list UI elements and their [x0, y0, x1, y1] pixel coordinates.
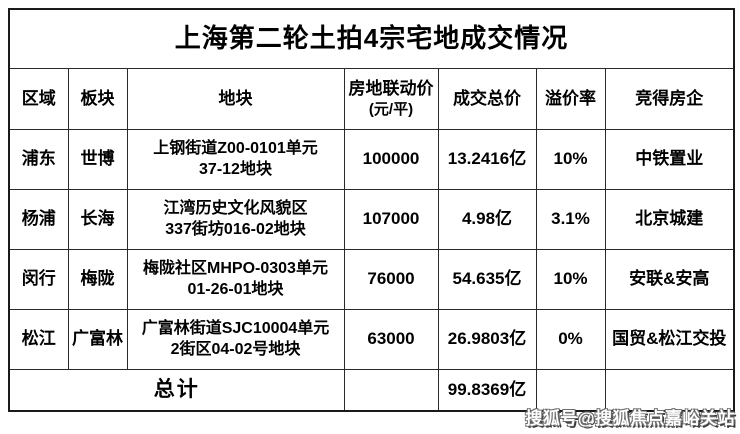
plot-line1: 江湾历史文化风貌区: [163, 199, 308, 217]
total-label: 总计: [8, 369, 345, 412]
cell-region: 松江: [8, 309, 69, 370]
cell-sector: 梅陇: [67, 249, 128, 310]
cell-premium-rate: 10%: [535, 129, 606, 190]
plot-line1: 广富林街道SJC10004单元: [141, 319, 330, 337]
cell-developer: 中铁置业: [604, 129, 735, 190]
table-row-total: 总计 99.8369亿: [8, 369, 735, 412]
cell-linkage-price: 107000: [343, 189, 439, 250]
header-total-price: 成交总价: [437, 68, 537, 130]
table-row-yangpu: 杨浦 长海 江湾历史文化风貌区 337街坊016-02地块 107000 4.9…: [8, 189, 735, 250]
cell-total-price: 54.635亿: [437, 249, 537, 310]
total-price: 99.8369亿: [437, 369, 537, 412]
cell-linkage-price: 100000: [343, 129, 439, 190]
plot-line1: 梅陇社区MHPO-0303单元: [143, 259, 328, 277]
cell-total-price: 26.9803亿: [437, 309, 537, 370]
header-sector: 板块: [67, 68, 128, 130]
sohu-watermark: 搜狐号@搜狐焦点嘉峪关站: [525, 409, 735, 428]
cell-premium-rate: 3.1%: [535, 189, 606, 250]
header-linkage-price-unit: (元/平): [368, 101, 414, 119]
table-row-minhang: 闵行 梅陇 梅陇社区MHPO-0303单元 01-26-01地块 76000 5…: [8, 249, 735, 310]
cell-sector: 长海: [67, 189, 128, 250]
cell-plot: 广富林街道SJC10004单元 2街区04-02号地块: [126, 309, 345, 370]
cell-developer: 国贸&松江交投: [604, 309, 735, 370]
cell-plot: 江湾历史文化风貌区 337街坊016-02地块: [126, 189, 345, 250]
plot-line1: 上钢街道Z00-0101单元: [153, 139, 318, 157]
total-premium-empty: [535, 369, 606, 412]
cell-premium-rate: 0%: [535, 309, 606, 370]
cell-sector: 广富林: [67, 309, 128, 370]
cell-developer: 北京城建: [604, 189, 735, 250]
table-row-pudong: 浦东 世博 上钢街道Z00-0101单元 37-12地块 100000 13.2…: [8, 129, 735, 190]
land-auction-table: 上海第二轮土拍4宗宅地成交情况 区域 板块 地块 房地联动价 (元/平) 成交总…: [8, 8, 736, 412]
plot-line2: 37-12地块: [199, 160, 272, 178]
cell-plot: 梅陇社区MHPO-0303单元 01-26-01地块: [126, 249, 345, 310]
cell-region: 浦东: [8, 129, 69, 190]
total-linkage-price-empty: [343, 369, 439, 412]
cell-premium-rate: 10%: [535, 249, 606, 310]
plot-line2: 01-26-01地块: [187, 280, 284, 298]
cell-region: 杨浦: [8, 189, 69, 250]
header-linkage-price-label: 房地联动价: [348, 79, 434, 99]
cell-total-price: 4.98亿: [437, 189, 537, 250]
header-region: 区域: [8, 68, 69, 130]
header-developer: 竞得房企: [604, 68, 735, 130]
total-developer-empty: [604, 369, 735, 412]
header-premium-rate: 溢价率: [535, 68, 606, 130]
plot-line2: 2街区04-02号地块: [170, 340, 301, 358]
cell-linkage-price: 63000: [343, 309, 439, 370]
cell-region: 闵行: [8, 249, 69, 310]
cell-linkage-price: 76000: [343, 249, 439, 310]
table-title: 上海第二轮土拍4宗宅地成交情况: [8, 8, 735, 69]
header-plot: 地块: [126, 68, 345, 130]
cell-plot: 上钢街道Z00-0101单元 37-12地块: [126, 129, 345, 190]
table-row-songjiang: 松江 广富林 广富林街道SJC10004单元 2街区04-02号地块 63000…: [8, 309, 735, 370]
header-linkage-price: 房地联动价 (元/平): [343, 68, 439, 130]
cell-sector: 世博: [67, 129, 128, 190]
cell-developer: 安联&安高: [604, 249, 735, 310]
cell-total-price: 13.2416亿: [437, 129, 537, 190]
plot-line2: 337街坊016-02地块: [165, 220, 306, 238]
